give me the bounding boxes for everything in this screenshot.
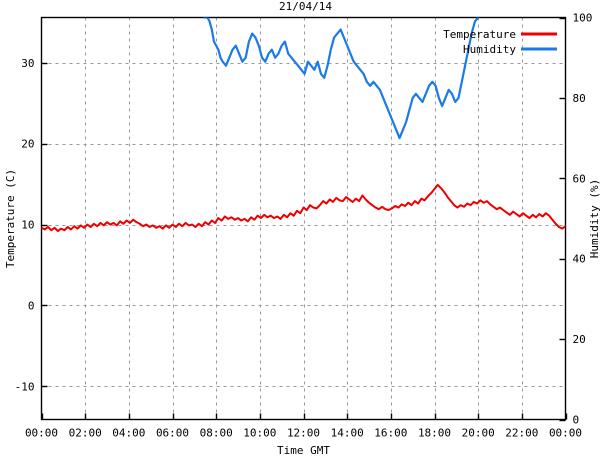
y-axis-tick-labels: -10 0 10 20 30 — [15, 57, 35, 394]
y2-axis-tick-labels: 0 20 40 60 80 100 — [573, 12, 593, 427]
gridlines — [41, 17, 566, 420]
y2-tick-label: 80 — [573, 92, 586, 105]
data-series-lines — [41, 17, 566, 233]
x-tick-label: 14:00 — [331, 427, 364, 440]
x-tick-label: 00:00 — [25, 427, 58, 440]
y2-tick-label: 0 — [573, 414, 580, 427]
axes-frame — [40, 16, 567, 421]
y2-tick-label: 40 — [573, 253, 586, 266]
series-line-temperature — [41, 183, 566, 233]
y2-axis-title: Humidity (%) — [588, 179, 601, 258]
x-tick-label: 02:00 — [69, 427, 102, 440]
chart-legend: Temperature Humidity — [443, 28, 557, 56]
y2-tick-label: 20 — [573, 333, 586, 346]
x-tick-label: 04:00 — [112, 427, 145, 440]
x-tick-label: 06:00 — [156, 427, 189, 440]
x-axis-tick-labels: 00:00 02:00 04:00 06:00 08:00 10:00 12:00 14:00… — [25, 427, 582, 440]
x-tick-label: 18:00 — [418, 427, 451, 440]
x-tick-label: 10:00 — [243, 427, 276, 440]
y-tick-label: -10 — [15, 380, 35, 393]
axis-titles: Time GMT Temperature (C) Humidity (%) — [4, 169, 601, 457]
x-tick-label: 08:00 — [200, 427, 233, 440]
y-tick-label: 30 — [21, 57, 34, 70]
x-tick-label: 22:00 — [505, 427, 538, 440]
y-tick-label: 10 — [21, 219, 34, 232]
legend-label-temperature: Temperature — [443, 28, 516, 41]
x-tick-label: 00:00 — [549, 427, 582, 440]
legend-label-humidity: Humidity — [463, 43, 516, 56]
y-axis-title: Temperature (C) — [4, 169, 17, 268]
y2-tick-label: 60 — [573, 172, 586, 185]
x-tick-label: 12:00 — [287, 427, 320, 440]
y-tick-label: 20 — [21, 138, 34, 151]
y2-tick-label: 100 — [573, 12, 593, 25]
x-tick-label: 20:00 — [462, 427, 495, 440]
chart-title: 21/04/14 — [279, 0, 332, 13]
y-tick-label: 0 — [28, 299, 35, 312]
axis-ticks — [41, 17, 568, 422]
x-tick-label: 16:00 — [374, 427, 407, 440]
series-line-humidity — [203, 17, 480, 140]
x-axis-title: Time GMT — [277, 444, 330, 457]
